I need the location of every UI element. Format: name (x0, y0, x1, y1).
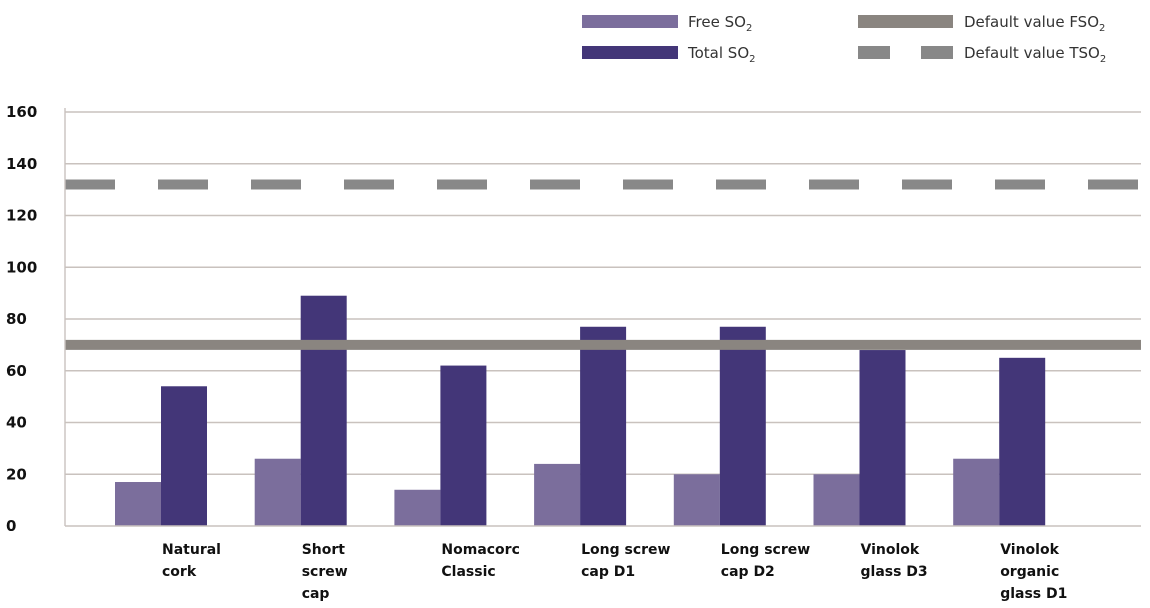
axes (64, 108, 1141, 527)
legend-swatch-free-so2 (582, 15, 678, 28)
legend-swatch-default-tso2-b (921, 46, 953, 59)
x-tick-label: Nomacorc Classic (441, 542, 520, 580)
legend-label-total-so2: Total SO2 (687, 44, 756, 65)
x-tick-label: Vinolok organic glass D1 (1000, 542, 1067, 602)
y-tick-label: 0 (6, 517, 16, 535)
bar-free-so2 (953, 458, 1000, 526)
bar-total-so2 (300, 295, 347, 526)
bar-free-so2 (813, 474, 860, 526)
x-tick-label: Vinolok glass D3 (861, 542, 928, 580)
bar-total-so2 (999, 357, 1046, 526)
bar-total-so2 (580, 326, 627, 526)
x-tick-label: Long screw cap D1 (581, 542, 670, 580)
y-tick-labels: 0 20 40 60 80 100 120 140 160 (6, 103, 37, 535)
legend-label-free-so2: Free SO2 (688, 13, 752, 34)
legend-swatch-total-so2 (582, 46, 678, 59)
x-tick-label: Natural cork (162, 542, 221, 580)
y-tick-label: 100 (6, 258, 37, 276)
x-tick-labels: Natural cork Short screw cap Nomacorc Classic L… (162, 542, 1067, 602)
bar-total-so2 (161, 386, 207, 526)
bar-total-so2 (859, 350, 906, 526)
legend-swatch-default-tso2-a (858, 46, 890, 59)
legend: Free SO2 Total SO2 Default value FSO2 Defau… (582, 13, 1106, 65)
bar-free-so2 (254, 458, 301, 526)
x-tick-label: Short screw cap (302, 542, 348, 602)
bars-group (115, 295, 1046, 526)
reference-lines (65, 179, 1141, 350)
y-tick-label: 80 (6, 310, 27, 328)
x-tick-label: Long screw cap D2 (721, 542, 810, 580)
bar-total-so2 (719, 326, 766, 526)
y-tick-label: 140 (6, 155, 37, 173)
bar-free-so2 (394, 489, 441, 526)
y-tick-label: 40 (6, 414, 27, 432)
bar-free-so2 (673, 474, 720, 526)
y-tick-label: 160 (6, 103, 37, 121)
legend-label-default-tso2: Default value TSO2 (964, 44, 1106, 65)
bar-total-so2 (440, 365, 487, 526)
legend-swatch-default-fso2 (858, 15, 953, 28)
y-tick-label: 20 (6, 465, 27, 483)
bar-free-so2 (115, 482, 161, 526)
y-tick-label: 60 (6, 362, 27, 380)
y-tick-label: 120 (6, 207, 37, 225)
legend-label-default-fso2: Default value FSO2 (964, 13, 1105, 34)
bar-free-so2 (534, 463, 581, 526)
